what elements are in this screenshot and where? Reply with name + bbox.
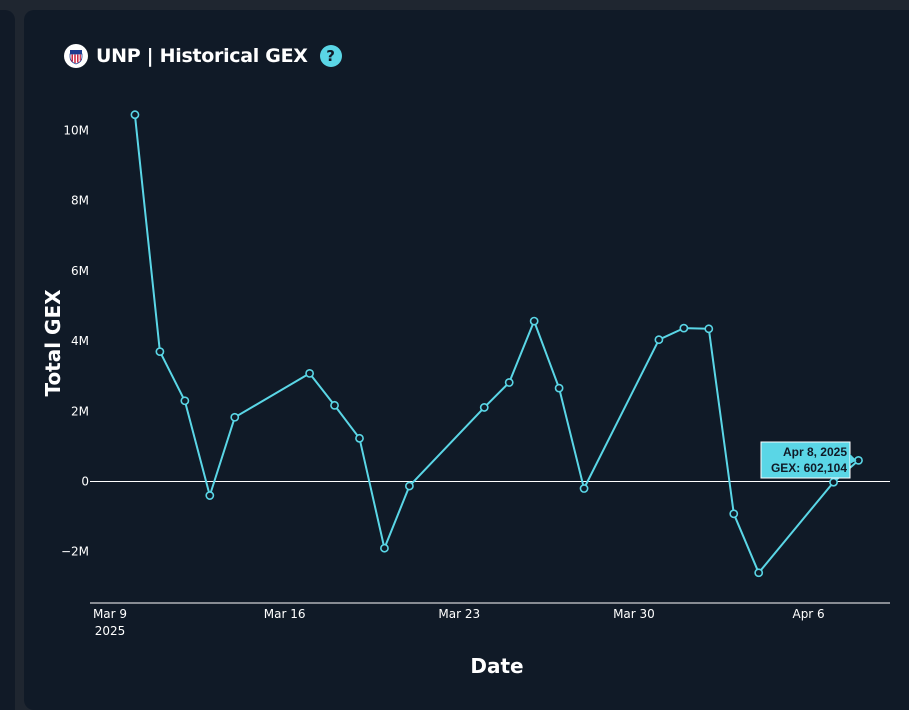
data-point[interactable] <box>579 484 589 493</box>
data-point[interactable] <box>305 368 314 378</box>
tooltip-date: Apr 8, 2025 <box>783 445 847 459</box>
y-tick-label: 4M <box>71 334 89 348</box>
data-point[interactable] <box>679 323 689 333</box>
x-tick-label: Apr 6 <box>792 607 824 621</box>
y-tick-label: 6M <box>71 264 89 278</box>
data-point[interactable] <box>504 378 514 387</box>
x-axis-ticks: Mar 9 2025 Mar 16 Mar 23 Mar 30 Apr 6 <box>93 607 825 638</box>
x-tick-label: Mar 9 <box>93 607 127 621</box>
y-tick-label: 2M <box>71 404 89 418</box>
data-point[interactable] <box>704 324 714 334</box>
chart-card <box>24 10 909 710</box>
y-tick-label: 10M <box>63 124 89 138</box>
data-point[interactable] <box>130 110 140 120</box>
data-point[interactable] <box>754 568 764 578</box>
ticker-symbol: UNP <box>96 45 141 67</box>
x-tick-label: Mar 23 <box>438 607 480 621</box>
union-pacific-logo-icon <box>64 44 88 68</box>
data-point[interactable] <box>479 403 489 412</box>
data-point[interactable] <box>230 412 240 422</box>
hover-tooltip: Apr 8, 2025 GEX: 602,104 <box>760 441 857 479</box>
data-point[interactable] <box>180 396 190 406</box>
data-point[interactable] <box>330 400 339 410</box>
x-tick-label: Mar 16 <box>264 607 306 621</box>
x-tick-sublabel: 2025 <box>95 624 126 638</box>
data-points <box>130 110 863 578</box>
data-point[interactable] <box>404 481 414 491</box>
x-tick-label: Mar 30 <box>613 607 655 621</box>
x-axis-title: Date <box>470 654 523 678</box>
help-icon[interactable]: ? <box>319 45 342 67</box>
y-axis-ticks: −2M 0 2M 4M 6M 8M 10M <box>61 124 89 559</box>
tooltip-box <box>760 441 851 479</box>
data-point[interactable] <box>529 316 539 326</box>
data-point[interactable] <box>654 335 664 345</box>
left-panel <box>0 10 15 710</box>
chart-title: UNP | Historical GEX <box>96 45 308 67</box>
tooltip-value: GEX: 602,104 <box>771 461 847 475</box>
chart-header: UNP | Historical GEX ? <box>64 43 342 69</box>
data-point[interactable] <box>205 491 215 500</box>
tooltip-pointer <box>850 454 857 464</box>
data-point[interactable] <box>155 347 165 357</box>
data-point[interactable] <box>729 509 739 519</box>
chart-title-text: Historical GEX <box>159 45 308 67</box>
data-point[interactable] <box>380 543 389 553</box>
series-line <box>133 114 860 574</box>
data-point[interactable] <box>554 383 564 393</box>
data-point[interactable] <box>829 477 838 487</box>
y-axis-title: Total GEX <box>41 289 65 397</box>
y-tick-label: 0 <box>81 475 89 489</box>
y-tick-label: 8M <box>71 194 89 208</box>
y-tick-label: −2M <box>61 545 89 559</box>
data-point[interactable] <box>355 433 364 443</box>
